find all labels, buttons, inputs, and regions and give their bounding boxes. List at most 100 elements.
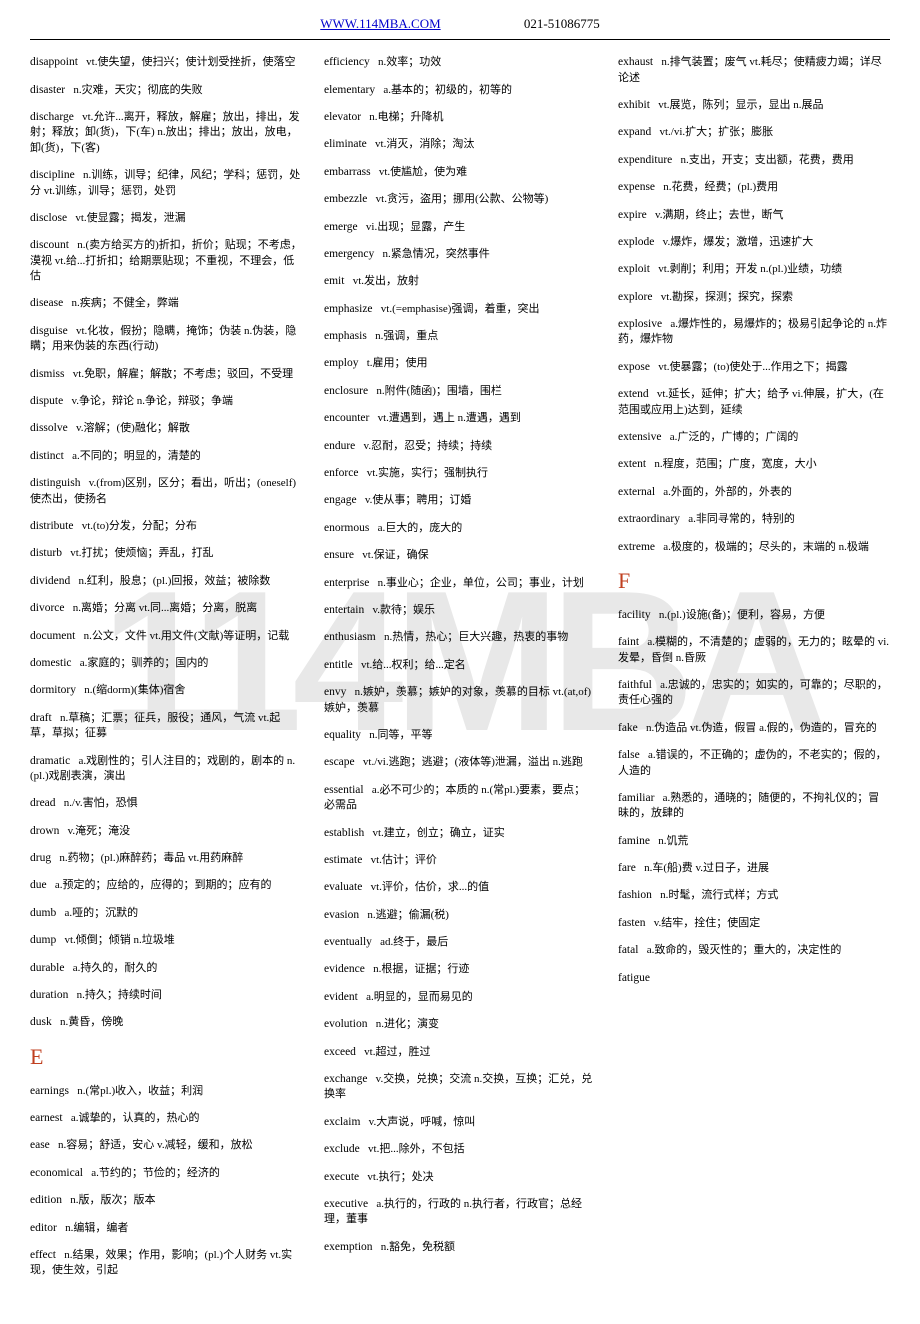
entry-definition: a.致命的，毁灭性的；重大的，决定性的 [647, 944, 842, 956]
entry-word: dump [30, 934, 56, 946]
entry-word: discount [30, 239, 69, 251]
entry-definition: n.药物；(pl.)麻醉药；毒品 vt.用药麻醉 [59, 852, 243, 864]
entry-word: employ [324, 357, 359, 369]
vocab-entry: dispute v.争论，辩论 n.争论，辩驳；争端 [30, 393, 302, 409]
vocab-entry: expose vt.使暴露；(to)使处于...作用之下；揭露 [618, 359, 890, 375]
vocab-entry: earnings n.(常pl.)收入，收益；利润 [30, 1083, 302, 1099]
vocab-entry: exclude vt.把...除外，不包括 [324, 1141, 596, 1157]
entry-word: evasion [324, 909, 359, 921]
entry-definition: n.(pl.)设施(备)；便利，容易，方便 [659, 609, 825, 621]
vocab-entry: evolution n.进化；演变 [324, 1016, 596, 1032]
entry-definition: vt./vi.扩大；扩张；膨胀 [659, 126, 773, 138]
entry-word: expire [618, 209, 647, 221]
entry-word: effect [30, 1249, 56, 1261]
vocab-entry: exhaust n.排气装置；废气 vt.耗尽；使精疲力竭；详尽论述 [618, 54, 890, 86]
entry-definition: a.基本的；初级的，初等的 [383, 84, 512, 96]
entry-word: extraordinary [618, 513, 680, 525]
vocab-entry: eliminate vt.消灭，消除；淘汰 [324, 136, 596, 152]
entry-definition: vt./vi.逃跑；逃避；(液体等)泄漏，溢出 n.逃跑 [363, 756, 583, 768]
vocab-entry: durable a.持久的，耐久的 [30, 960, 302, 976]
entry-word: equality [324, 729, 361, 741]
entry-definition: a.预定的；应给的，应得的；到期的；应有的 [55, 879, 272, 891]
entry-definition: a.错误的，不正确的；虚伪的，不老实的；假的，人造的 [618, 749, 887, 776]
entry-definition: vt.倾倒；倾销 n.垃圾堆 [64, 934, 174, 946]
vocab-entry: facility n.(pl.)设施(备)；便利，容易，方便 [618, 607, 890, 623]
entry-word: fasten [618, 917, 645, 929]
vocab-entry: exploit vt.剥削；利用；开发 n.(pl.)业绩，功绩 [618, 261, 890, 277]
vocab-entry: encounter vt.遭遇到，遇上 n.遭遇，遇到 [324, 410, 596, 426]
vocab-entry: emphasis n.强调，重点 [324, 328, 596, 344]
vocab-entry: eventually ad.终于，最后 [324, 934, 596, 950]
entry-word: dusk [30, 1016, 52, 1028]
entry-definition: vt.发出，放射 [353, 275, 419, 287]
entry-word: faithful [618, 679, 652, 691]
entry-word: dispute [30, 395, 63, 407]
vocab-entry: enclosure n.附件(随函)；围墙，围栏 [324, 383, 596, 399]
entry-definition: vt.保证，确保 [362, 549, 428, 561]
vocab-entry: evident a.明显的，显而易见的 [324, 989, 596, 1005]
vocab-entry: disguise vt.化妆，假扮；隐瞒，掩饰；伪装 n.伪装，隐瞒；用来伪装的… [30, 323, 302, 355]
vocab-entry: dividend n.红利，股息；(pl.)回报，效益；被除数 [30, 573, 302, 589]
entry-word: dumb [30, 907, 56, 919]
entry-definition: ad.终于，最后 [380, 936, 448, 948]
entry-word: drown [30, 825, 59, 837]
entry-word: extent [618, 458, 646, 470]
entry-word: discipline [30, 169, 75, 181]
entry-definition: a.必不可少的；本质的 n.(常pl.)要素，要点；必需品 [324, 784, 585, 811]
entry-definition: n.程度，范围；广度，宽度，大小 [654, 458, 816, 470]
entry-definition: a.外面的，外部的，外表的 [663, 486, 792, 498]
entry-definition: n.持久；持续时间 [77, 989, 162, 1001]
entry-word: distribute [30, 520, 73, 532]
entry-definition: n.同等，平等 [369, 729, 432, 741]
entry-word: expenditure [618, 154, 672, 166]
vocab-entry: extend vt.延长，延伸；扩大；给予 vi.伸展，扩大，(在范围或应用上)… [618, 386, 890, 418]
entry-definition: a.忠诚的，忠实的；如实的，可靠的；尽职的，责任心强的 [618, 679, 888, 706]
vocab-entry: familiar a.熟悉的，通晓的；随便的，不拘礼仪的；冒昧的，放肆的 [618, 790, 890, 822]
entry-definition: vt.使暴露；(to)使处于...作用之下；揭露 [658, 361, 847, 373]
vocab-entry: embarrass vt.使尴尬，使为难 [324, 164, 596, 180]
vocab-entry: duration n.持久；持续时间 [30, 987, 302, 1003]
entry-word: exhibit [618, 99, 650, 111]
header-link[interactable]: WWW.114MBA.COM [320, 16, 440, 31]
vocab-entry: emergency n.紧急情况，突然事件 [324, 246, 596, 262]
vocab-entry: enormous a.巨大的，庞大的 [324, 520, 596, 536]
entry-word: familiar [618, 792, 654, 804]
vocab-entry: emit vt.发出，放射 [324, 273, 596, 289]
vocab-entry: essential a.必不可少的；本质的 n.(常pl.)要素，要点；必需品 [324, 782, 596, 814]
entry-definition: vt.(=emphasise)强调，着重，突出 [381, 303, 540, 315]
entry-word: emphasis [324, 330, 367, 342]
entry-definition: vt.勘探，探测；探究，探索 [661, 291, 793, 303]
vocabulary-columns: disappoint vt.使失望，使扫兴；使计划受挫折，使落空disaster… [30, 54, 890, 1294]
entry-word: explosive [618, 318, 662, 330]
page-header: WWW.114MBA.COM 021-51086775 [30, 15, 890, 40]
vocab-entry: entertain v.款待；娱乐 [324, 602, 596, 618]
entry-word: domestic [30, 657, 72, 669]
entry-word: external [618, 486, 655, 498]
vocab-entry: enterprise n.事业心；企业，单位，公司；事业，计划 [324, 575, 596, 591]
entry-word: emerge [324, 221, 358, 233]
entry-word: establish [324, 827, 364, 839]
vocab-entry: dramatic a.戏剧性的；引人注目的；戏剧的，剧本的 n.(pl.)戏剧表… [30, 753, 302, 785]
entry-definition: n.红利，股息；(pl.)回报，效益；被除数 [79, 575, 271, 587]
entry-word: enterprise [324, 577, 369, 589]
entry-word: eliminate [324, 138, 367, 150]
entry-word: expense [618, 181, 655, 193]
entry-word: extensive [618, 431, 661, 443]
entry-definition: vt.实施，实行；强制执行 [367, 467, 488, 479]
vocab-entry: ensure vt.保证，确保 [324, 547, 596, 563]
vocab-entry: fake n.伪造品 vt.伪造，假冒 a.假的，伪造的，冒充的 [618, 720, 890, 736]
entry-word: facility [618, 609, 651, 621]
vocab-entry: dissolve v.溶解；(使)融化；解散 [30, 420, 302, 436]
entry-word: expand [618, 126, 651, 138]
vocab-entry: engage v.使从事；聘用；订婚 [324, 492, 596, 508]
entry-definition: n.结果，效果；作用，影响；(pl.)个人财务 vt.实现，使生效，引起 [30, 1249, 292, 1276]
vocab-entry: external a.外面的，外部的，外表的 [618, 484, 890, 500]
entry-definition: vt.给...权利；给...定名 [361, 659, 466, 671]
entry-word: extreme [618, 541, 655, 553]
header-phone: 021-51086775 [524, 15, 600, 33]
vocab-entry: domestic a.家庭的；驯养的；国内的 [30, 655, 302, 671]
vocab-entry: escape vt./vi.逃跑；逃避；(液体等)泄漏，溢出 n.逃跑 [324, 754, 596, 770]
section-letter: E [30, 1042, 302, 1073]
entry-word: elevator [324, 111, 361, 123]
vocab-entry: expenditure n.支出，开支；支出额，花费，费用 [618, 152, 890, 168]
